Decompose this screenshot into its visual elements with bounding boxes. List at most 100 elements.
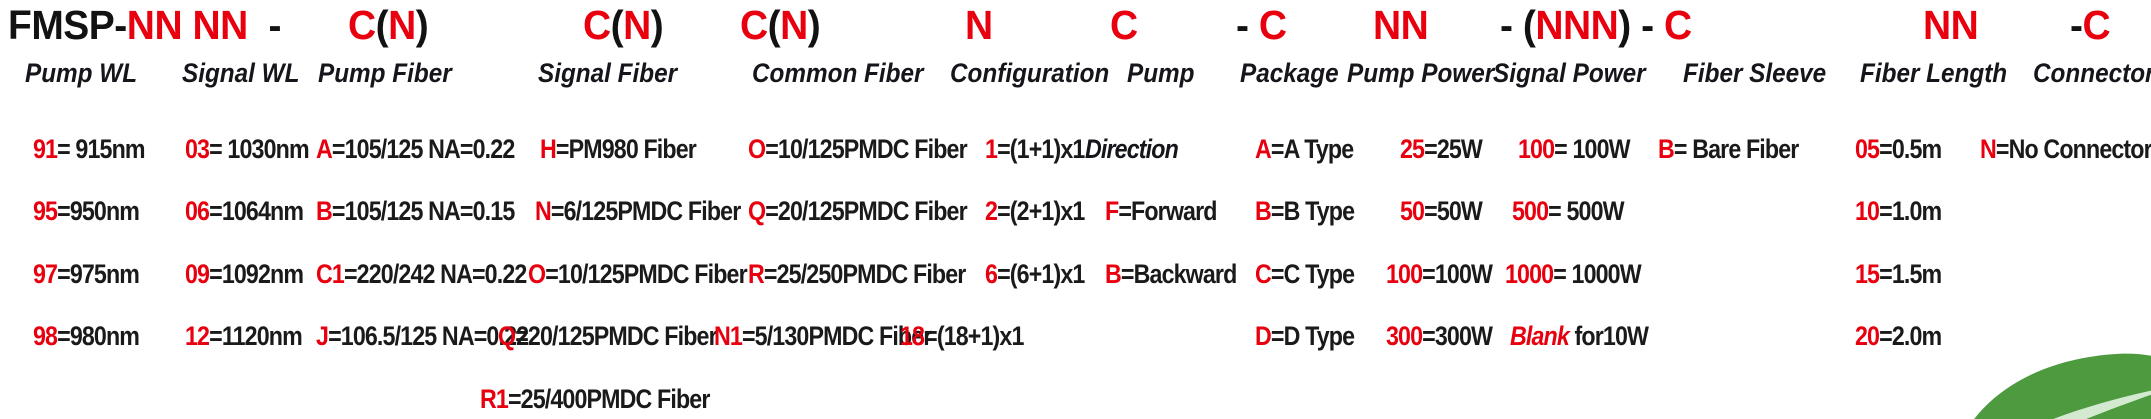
code-description: =(1+1)x1 <box>997 133 1085 164</box>
code-value: 95 <box>33 196 58 227</box>
code-value: A <box>316 133 333 164</box>
code-pattern-segment: NN <box>1373 2 1429 49</box>
code-value: 97 <box>33 258 58 289</box>
code-item: D =D Type <box>1255 306 1355 369</box>
code-item: 98 =980nm <box>33 306 145 369</box>
code-description: =PM980 Fiber <box>555 133 697 164</box>
code-item: 18 =(18+1)x1 <box>900 306 1073 369</box>
code-value: N <box>1980 133 1997 164</box>
code-pattern-part: C <box>583 2 611 48</box>
code-item: 95 =950nm <box>33 181 145 244</box>
code-pattern-part: ( <box>375 2 389 48</box>
code-description: =1092nm <box>209 258 304 289</box>
column-pump-direction: Direction F =Forward B =Backward <box>1085 118 1258 306</box>
code-pattern-part: C <box>348 2 376 48</box>
code-pattern-part: C <box>2082 2 2111 48</box>
code-item: 91 = 915nm <box>33 118 146 181</box>
code-item: 300 =300W <box>1386 306 1493 369</box>
sub-label: Direction <box>1085 133 1179 164</box>
code-description: =300W <box>1422 321 1493 352</box>
column-label-configuration: Configuration <box>950 58 1110 88</box>
code-description: =1120nm <box>209 321 303 352</box>
column-signal-fiber: H =PM980 Fiber N =6/125PMDC Fiber O =10/125PM… <box>480 118 782 419</box>
code-pattern-part: - <box>247 2 292 48</box>
code-value: 6 <box>985 258 998 289</box>
code-value: A <box>1255 133 1272 164</box>
code-value: N1 <box>714 321 743 352</box>
code-pattern-part: - <box>1236 2 1259 48</box>
code-value: 50 <box>1400 196 1425 227</box>
code-pattern-segment: - C <box>1236 2 1287 49</box>
leaf-logo-icon <box>1949 353 2151 419</box>
code-item: 6 =(6+1)x1 <box>985 243 1085 306</box>
code-pattern-segment: C(N) <box>348 2 429 49</box>
code-pattern-part: C <box>1258 2 1287 48</box>
code-value: 12 <box>185 321 210 352</box>
code-item: 20 =2.0m <box>1855 306 1942 369</box>
code-item: O =10/125PMDC Fiber <box>528 243 748 306</box>
code-value: H <box>540 133 557 164</box>
code-pattern-part: ) <box>415 2 429 48</box>
code-value: B <box>1255 196 1272 227</box>
code-description: = 1000W <box>1553 258 1641 289</box>
code-pattern-part: FMSP- <box>8 2 127 48</box>
code-value: 500 <box>1512 196 1549 227</box>
code-description: =220/242 NA=0.22 <box>343 258 527 289</box>
code-pattern-part: N <box>780 2 808 48</box>
code-item: N =6/125PMDC Fiber <box>535 181 748 244</box>
code-pattern-part: ( <box>767 2 781 48</box>
code-item: H =PM980 Fiber <box>540 118 748 181</box>
column-common-fiber: O =10/125PMDC Fiber Q =20/125PMDC Fiber R =25… <box>714 118 1002 368</box>
code-description: =6/125PMDC Fiber <box>550 196 741 227</box>
code-description: =0.5m <box>1879 133 1942 164</box>
code-pattern-part: ( <box>610 2 624 48</box>
code-description: =(2+1)x1 <box>997 196 1085 227</box>
column-label-package: Package <box>1240 58 1339 88</box>
code-description: =50W <box>1424 196 1483 227</box>
code-item: 100 = 100W <box>1518 118 1649 181</box>
code-pattern-segment: C(N) <box>740 2 821 49</box>
code-value: 1000 <box>1505 258 1554 289</box>
code-description: = 1030nm <box>209 133 309 164</box>
column-label-fiber-length: Fiber Length <box>1860 58 2008 88</box>
code-pattern-part: NNN <box>1535 2 1619 48</box>
code-item: 2 =(2+1)x1 <box>985 181 1085 244</box>
column-configuration: 1 =(1+1)x1 2 =(2+1)x1 6 =(6+1)x1 18 =(18+1)x1 <box>900 118 1101 368</box>
column-package: A =A Type B =B Type C =C Type D =D Type <box>1255 118 1370 368</box>
code-value: Q <box>498 321 516 352</box>
code-item: Direction <box>1085 118 1234 181</box>
code-item: Q =20/125PMDC Fiber <box>498 306 743 369</box>
code-item: A =105/125 NA=0.22 <box>316 118 528 181</box>
column-connector: N =No Connector <box>1980 118 2151 181</box>
code-pattern-part: NN <box>1373 2 1429 48</box>
code-item: C1 =220/242 NA=0.22 <box>316 243 528 306</box>
code-item: 97 =975nm <box>33 243 145 306</box>
column-pump-fiber: A =105/125 NA=0.22 B =105/125 NA=0.15 C1 =220… <box>316 118 563 368</box>
code-description: =Backward <box>1120 258 1237 289</box>
code-description: =100W <box>1422 258 1493 289</box>
code-description: =950nm <box>57 196 140 227</box>
code-item: B = Bare Fiber <box>1658 118 1799 181</box>
code-pattern-part: N <box>965 2 993 48</box>
code-value: 18 <box>900 321 925 352</box>
column-label-signal-fiber: Signal Fiber <box>538 58 678 88</box>
code-description: =2.0m <box>1879 321 1942 352</box>
code-item: 1000 = 1000W <box>1505 243 1647 306</box>
code-value: C <box>1255 258 1272 289</box>
code-item: 1 =(1+1)x1 <box>985 118 1085 181</box>
code-value: 15 <box>1855 258 1880 289</box>
code-value: 20 <box>1855 321 1880 352</box>
code-value: O <box>748 133 766 164</box>
code-item: Q =20/125PMDC Fiber <box>748 181 968 244</box>
code-item: R1 =25/400PMDC Fiber <box>480 368 740 419</box>
code-pattern-part: - <box>2070 2 2083 48</box>
code-value: 300 <box>1386 321 1423 352</box>
code-value: 100 <box>1518 133 1555 164</box>
code-item: B =Backward <box>1105 243 1237 306</box>
column-label-connector: Connector <box>2033 58 2151 88</box>
code-description: =1.0m <box>1879 196 1942 227</box>
code-description: =C Type <box>1270 258 1355 289</box>
column-label-pump-power: Pump Power <box>1347 58 1495 88</box>
code-item: 50 =50W <box>1400 181 1494 244</box>
code-item: 09 =1092nm <box>185 243 309 306</box>
